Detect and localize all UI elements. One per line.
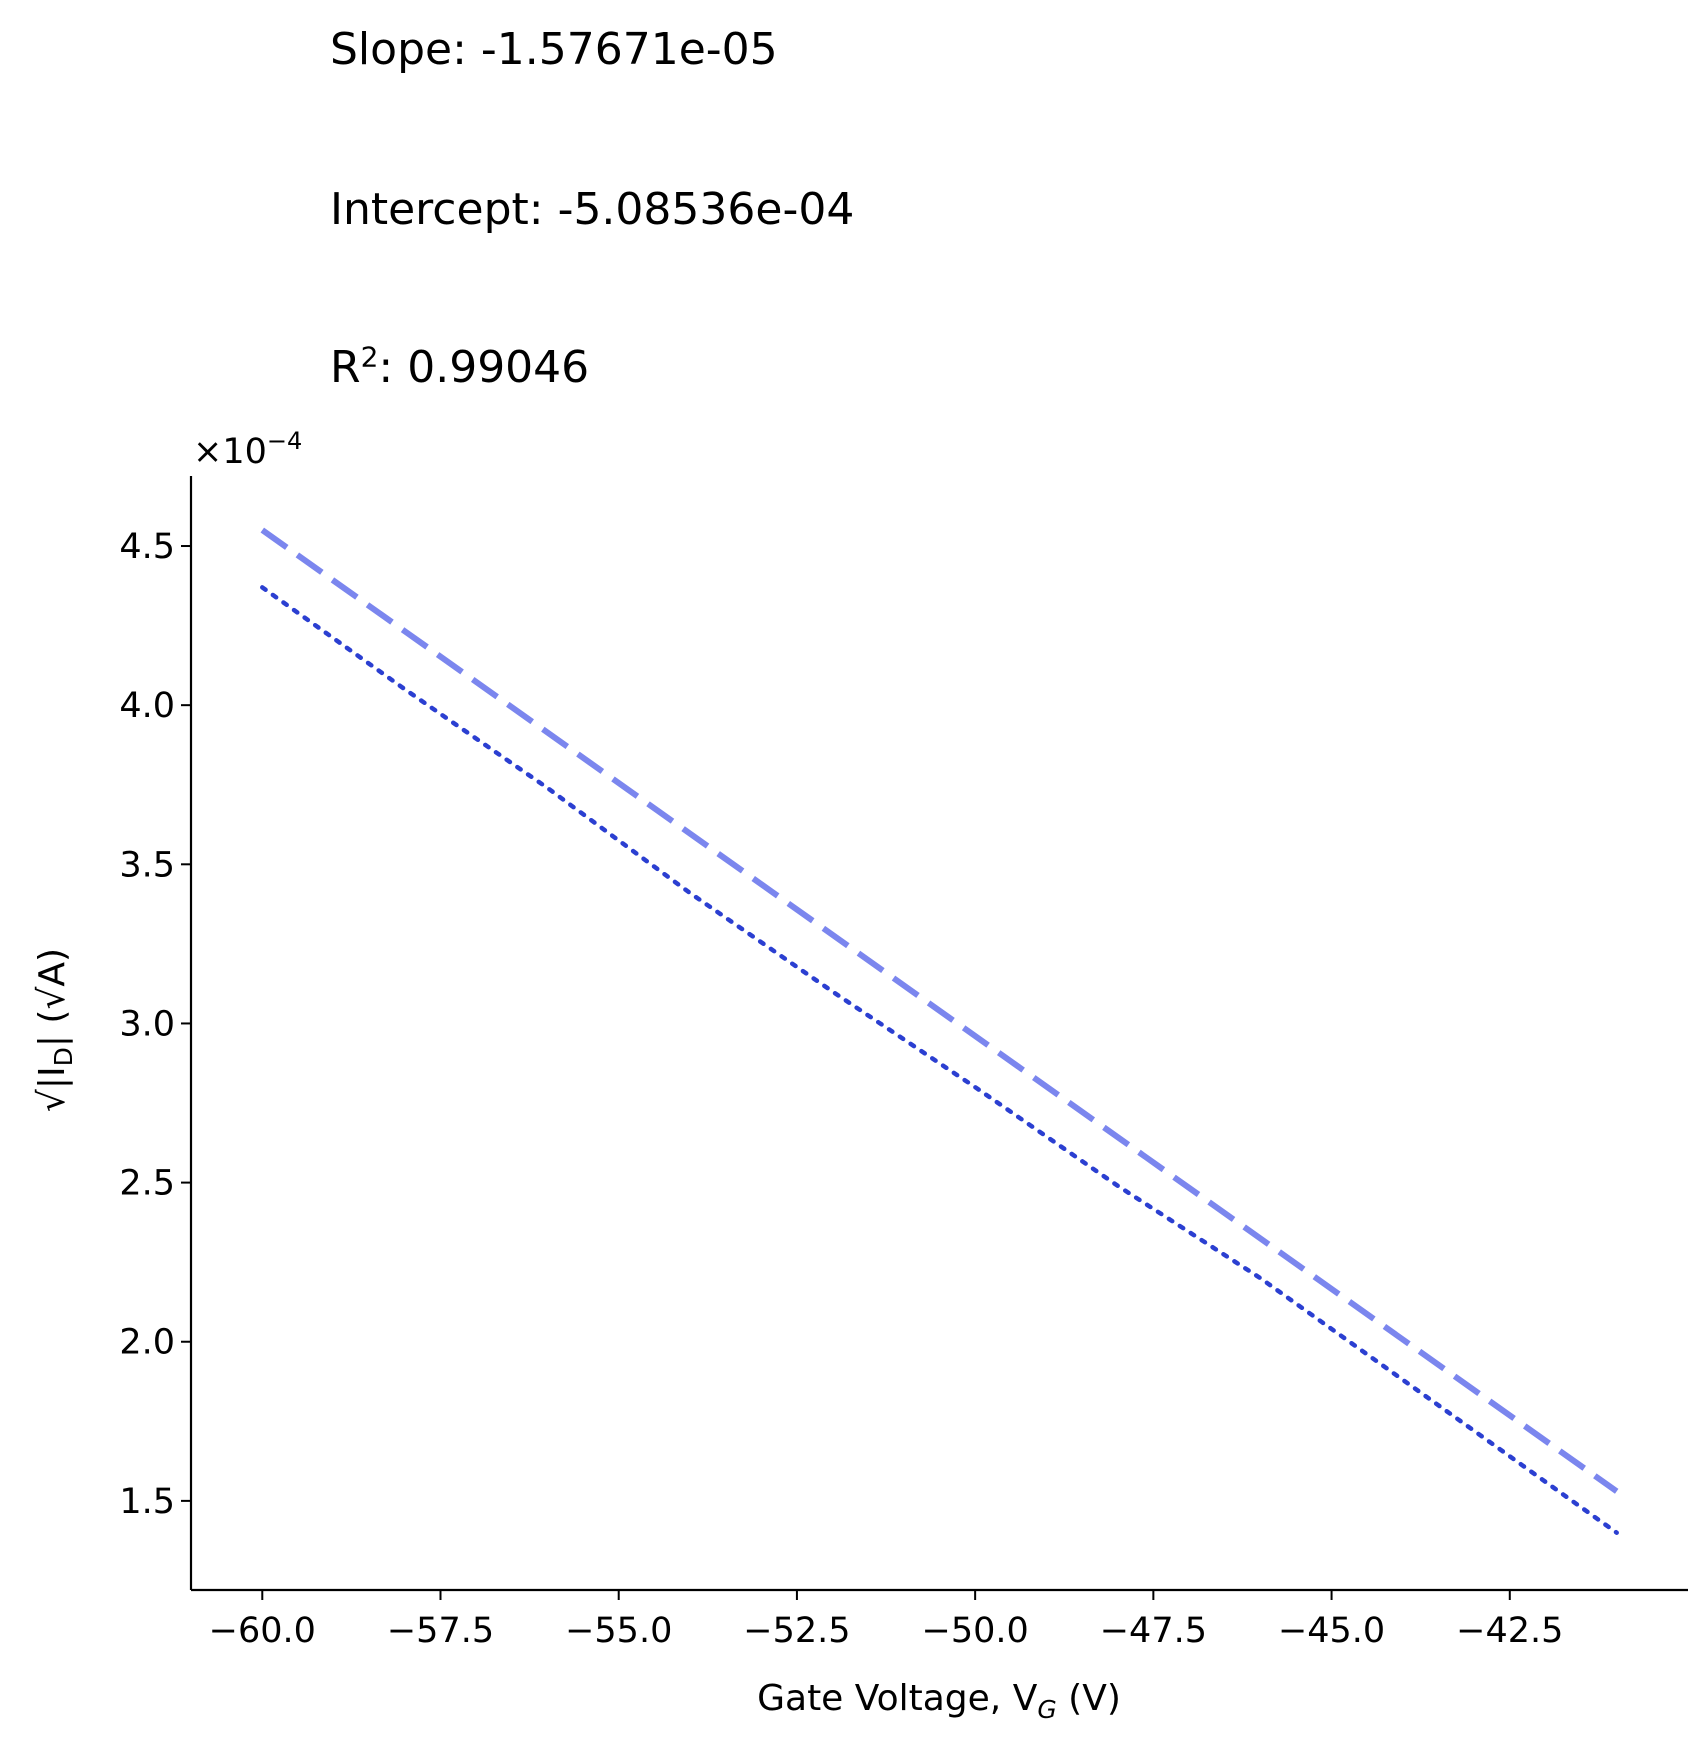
y-tick-label: 4.0 — [119, 686, 175, 726]
x-tick-label: −45.0 — [1278, 1611, 1385, 1651]
x-tick-label: −60.0 — [209, 1611, 316, 1651]
y-axis-label: √|ID| (√A) — [32, 948, 78, 1112]
y-tick-label: 3.5 — [119, 845, 175, 885]
x-tick-label: −55.0 — [565, 1611, 672, 1651]
r-squared-value: : 0.99046 — [378, 342, 590, 393]
x-tick-label: −50.0 — [922, 1611, 1029, 1651]
r-squared-exponent: 2 — [360, 340, 379, 374]
series-line-dotted — [260, 585, 1619, 1535]
intercept-annotation: Intercept: -5.08536e-04 — [330, 184, 855, 235]
x-tick-label: −47.5 — [1100, 1611, 1207, 1651]
x-tick-label: −57.5 — [387, 1611, 494, 1651]
slope-annotation: Slope: -1.57671e-05 — [330, 24, 778, 75]
y-tick-layer: 1.5 2.0 2.5 3.0 3.5 4.0 4.5 — [119, 527, 191, 1522]
y-tick-label: 3.0 — [119, 1004, 175, 1044]
y-scale-multiplier: ×10−4 — [193, 427, 302, 472]
r-squared-label: R — [330, 342, 361, 393]
y-tick-label: 2.0 — [119, 1323, 175, 1363]
y-tick-label: 4.5 — [119, 527, 175, 567]
x-tick-label: −42.5 — [1456, 1611, 1563, 1651]
x-tick-layer: −60.0 −57.5 −55.0 −52.5 −50.0 −47.5 −45.0 −42.5 — [209, 1590, 1563, 1651]
y-tick-label: 2.5 — [119, 1164, 175, 1204]
series-layer — [260, 527, 1619, 1535]
x-axis-label: Gate Voltage, VG (V) — [757, 1678, 1121, 1724]
x-tick-label: −52.5 — [743, 1611, 850, 1651]
y-tick-label: 1.5 — [119, 1482, 175, 1522]
r-squared-annotation: R2: 0.99046 — [330, 342, 589, 393]
series-line-dashed — [260, 527, 1619, 1494]
